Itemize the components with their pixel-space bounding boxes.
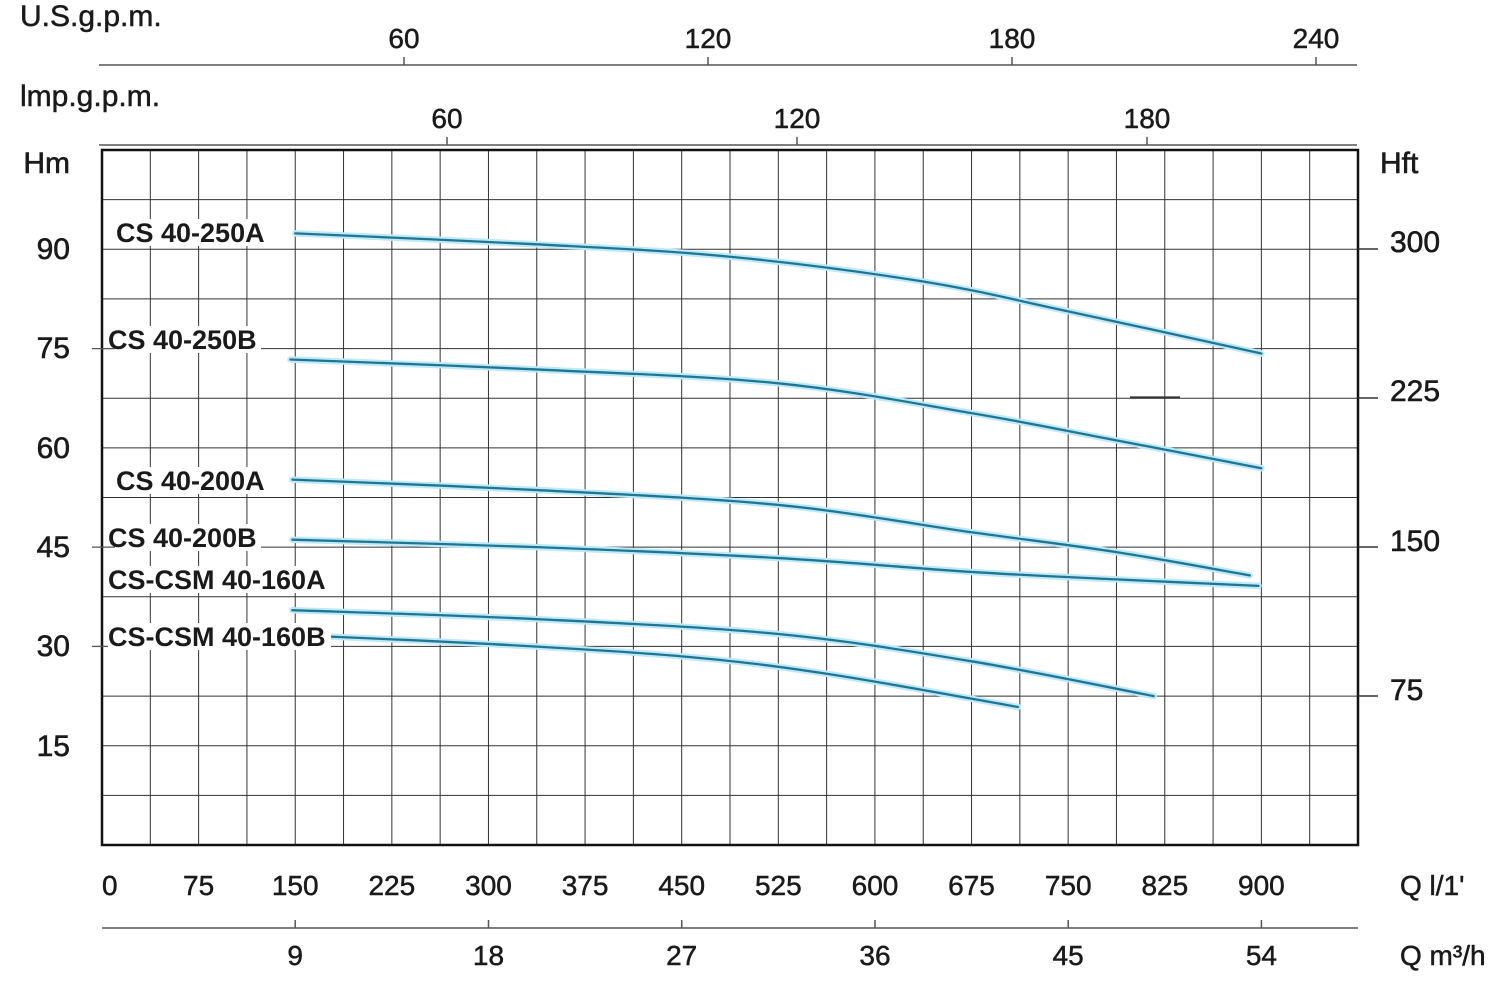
svg-text:18: 18 <box>473 940 504 971</box>
svg-text:Q m³/h: Q m³/h <box>1400 940 1486 971</box>
svg-text:CS 40-250A: CS 40-250A <box>116 218 265 248</box>
svg-text:60: 60 <box>431 103 462 134</box>
svg-text:lmp.g.p.m.: lmp.g.p.m. <box>20 80 160 113</box>
svg-text:150: 150 <box>1390 525 1440 558</box>
svg-text:CS 40-200A: CS 40-200A <box>116 466 265 496</box>
svg-text:60: 60 <box>388 23 419 54</box>
svg-text:180: 180 <box>1124 103 1171 134</box>
svg-text:150: 150 <box>272 870 319 901</box>
svg-text:225: 225 <box>368 870 415 901</box>
svg-text:900: 900 <box>1238 870 1285 901</box>
svg-text:9: 9 <box>287 940 303 971</box>
svg-text:675: 675 <box>948 870 995 901</box>
svg-text:240: 240 <box>1293 23 1340 54</box>
svg-text:30: 30 <box>37 630 70 663</box>
svg-text:450: 450 <box>658 870 705 901</box>
svg-text:27: 27 <box>666 940 697 971</box>
svg-text:36: 36 <box>859 940 890 971</box>
svg-text:0: 0 <box>102 870 118 901</box>
svg-text:CS-CSM 40-160B: CS-CSM 40-160B <box>108 622 326 652</box>
svg-text:Q l/1': Q l/1' <box>1400 870 1464 901</box>
svg-text:Hm: Hm <box>23 147 70 180</box>
svg-text:CS 40-200B: CS 40-200B <box>108 523 257 553</box>
svg-text:600: 600 <box>852 870 899 901</box>
svg-text:54: 54 <box>1246 940 1277 971</box>
svg-text:60: 60 <box>37 432 70 465</box>
svg-text:75: 75 <box>183 870 214 901</box>
svg-text:225: 225 <box>1390 375 1440 408</box>
svg-text:300: 300 <box>1390 226 1440 259</box>
svg-text:Hft: Hft <box>1380 147 1419 180</box>
svg-text:CS-CSM 40-160A: CS-CSM 40-160A <box>108 565 326 595</box>
svg-text:750: 750 <box>1045 870 1092 901</box>
svg-text:U.S.g.p.m.: U.S.g.p.m. <box>20 0 162 33</box>
svg-text:15: 15 <box>37 730 70 763</box>
svg-text:CS 40-250B: CS 40-250B <box>108 325 257 355</box>
svg-text:120: 120 <box>774 103 821 134</box>
svg-text:75: 75 <box>37 332 70 365</box>
svg-text:300: 300 <box>465 870 512 901</box>
svg-text:90: 90 <box>37 233 70 266</box>
svg-text:375: 375 <box>562 870 609 901</box>
svg-text:180: 180 <box>989 23 1036 54</box>
svg-text:45: 45 <box>1053 940 1084 971</box>
svg-text:525: 525 <box>755 870 802 901</box>
svg-text:120: 120 <box>685 23 732 54</box>
svg-text:75: 75 <box>1390 674 1423 707</box>
svg-text:825: 825 <box>1141 870 1188 901</box>
svg-text:45: 45 <box>37 531 70 564</box>
